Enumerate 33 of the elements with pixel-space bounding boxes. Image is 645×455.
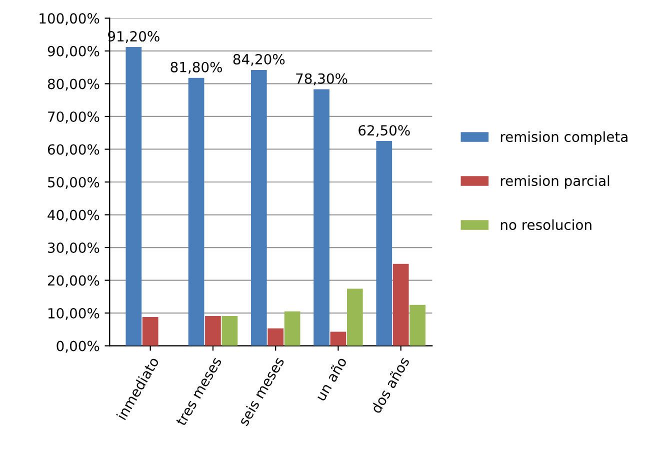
y-tick-label: 60,00% xyxy=(48,144,100,156)
legend-label: remision completa xyxy=(500,131,628,145)
x-tick-label: un año xyxy=(314,356,348,402)
bar xyxy=(205,316,221,346)
bar xyxy=(268,328,284,346)
y-tick-label: 50,00% xyxy=(48,176,100,189)
bar xyxy=(284,311,300,346)
bar xyxy=(330,332,346,346)
bar xyxy=(250,70,267,346)
data-label: 84,20% xyxy=(233,54,285,66)
bar xyxy=(222,316,238,346)
bar xyxy=(142,316,158,346)
data-label: 78,30% xyxy=(296,73,348,86)
bar xyxy=(188,78,204,346)
data-label: 81,80% xyxy=(170,62,222,74)
legend-label: no resolucion xyxy=(500,219,592,230)
bar xyxy=(376,141,392,346)
y-tick-label: 30,00% xyxy=(48,242,100,254)
y-tick-label: 20,00% xyxy=(48,275,100,288)
y-tick-label: 100,00% xyxy=(40,13,100,26)
bar xyxy=(346,288,363,346)
bar xyxy=(126,47,142,346)
y-tick-label: 40,00% xyxy=(48,210,100,222)
bar xyxy=(410,304,426,346)
y-tick-label: 70,00% xyxy=(48,111,100,124)
y-tick-label: 90,00% xyxy=(48,46,100,58)
bar xyxy=(392,264,409,346)
legend-label: remision parcial xyxy=(500,175,610,189)
data-label: 62,50% xyxy=(358,125,410,137)
y-tick-label: 0,00% xyxy=(56,340,100,353)
y-tick-label: 10,00% xyxy=(48,308,100,320)
y-tick-label: 80,00% xyxy=(48,78,100,91)
bar xyxy=(314,89,330,346)
